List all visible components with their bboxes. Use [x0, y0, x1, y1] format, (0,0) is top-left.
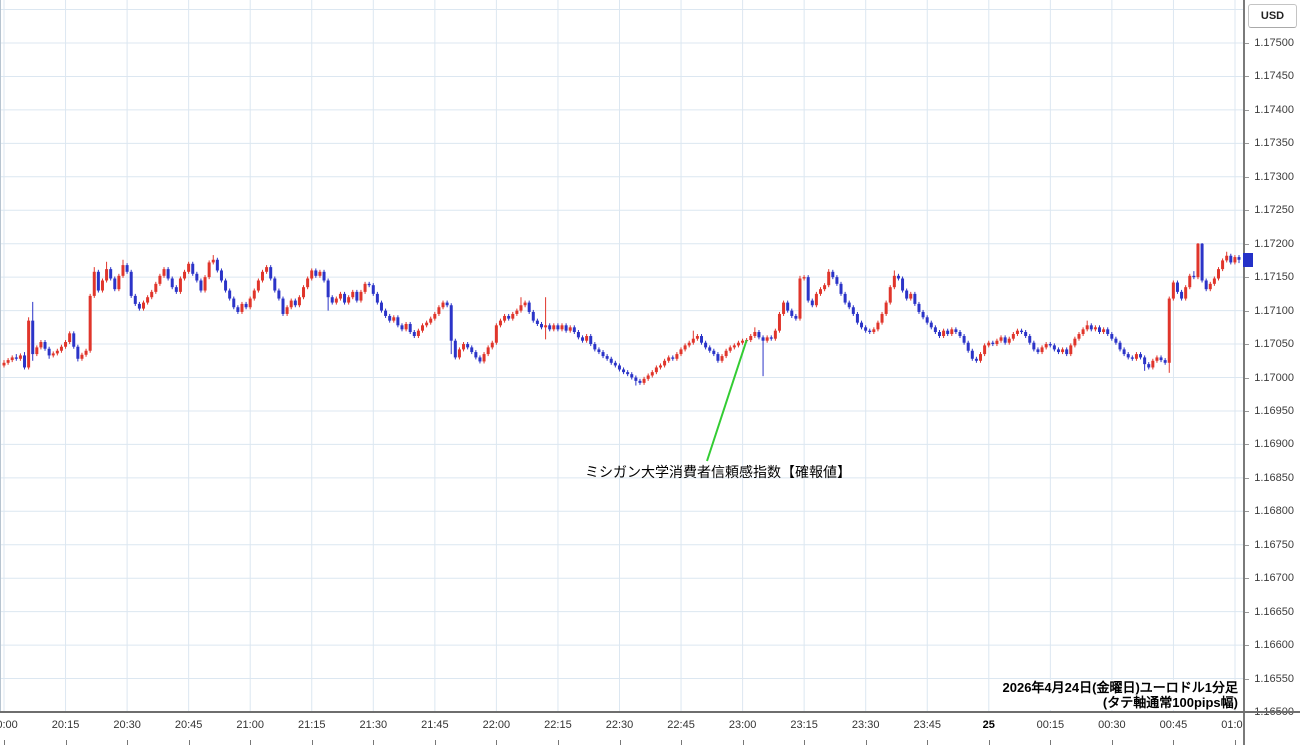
- time-axis-label: 23:15: [790, 719, 818, 731]
- time-axis-label: 21:00: [236, 719, 264, 731]
- current-price-marker: [1243, 252, 1253, 267]
- price-axis-tick: [1245, 444, 1249, 446]
- price-axis-tick: [1245, 310, 1249, 312]
- chart-footer: 2026年4月24日(金曜日)ユーロドル1分足 (タテ軸通常100pips幅): [1000, 680, 1240, 710]
- footer-axis-note: (タテ軸通常100pips幅): [1102, 695, 1238, 710]
- price-axis-label: 1.16850: [1254, 471, 1294, 484]
- price-axis-tick: [1245, 109, 1249, 111]
- time-axis-tick: [311, 740, 313, 745]
- price-axis-tick: [1245, 410, 1249, 412]
- chart-plot[interactable]: ミシガン大学消費者信頼感指数【確報値】 2026年4月24日(金曜日)ユーロドル…: [0, 0, 1243, 745]
- time-axis-label: 00:30: [1098, 719, 1126, 731]
- time-axis-label: 22:15: [544, 719, 572, 731]
- time-axis-tick: [1235, 740, 1236, 745]
- price-axis-label: 1.16750: [1254, 538, 1294, 551]
- price-axis-label: 1.17000: [1254, 371, 1294, 384]
- time-axis-label: 21:45: [421, 719, 449, 731]
- time-axis-tick: [1050, 740, 1052, 745]
- time-axis-label: 21:15: [297, 719, 326, 731]
- price-axis-label: 1.17500: [1254, 37, 1294, 49]
- time-axis-line: [0, 711, 1300, 713]
- time-axis-label: 23:45: [913, 719, 942, 731]
- time-axis-label: 20:15: [51, 719, 80, 731]
- time-axis-tick: [127, 740, 129, 745]
- news-annotation-label: ミシガン大学消費者信頼感指数【確報値】: [585, 464, 851, 480]
- price-axis-tick: [1245, 645, 1249, 647]
- time-axis-label: 20:30: [113, 719, 141, 731]
- time-axis-label: 23:00: [728, 719, 757, 731]
- time-axis-tick: [188, 740, 190, 745]
- price-axis-tick: [1245, 611, 1249, 613]
- price-axis-tick: [1245, 210, 1249, 212]
- price-axis-tick: [1245, 544, 1249, 546]
- price-axis-label: 1.16600: [1254, 639, 1294, 652]
- price-axis-tick: [1245, 511, 1249, 513]
- time-axis-label: 25: [982, 719, 995, 731]
- time-axis-tick: [988, 740, 990, 745]
- price-axis-label: 1.16950: [1254, 404, 1294, 417]
- time-axis-tick: [250, 740, 252, 745]
- time-axis-tick: [804, 740, 806, 745]
- time-axis-label: 23:30: [851, 719, 880, 731]
- time-axis-label: 00:15: [1036, 719, 1065, 731]
- price-axis-tick: [1245, 678, 1249, 680]
- price-axis-tick: [1245, 277, 1249, 279]
- time-axis-label: 20:45: [174, 719, 203, 731]
- time-axis-tick: [865, 740, 867, 745]
- time-axis-tick: [619, 740, 621, 745]
- price-axis-tick: [1245, 377, 1249, 379]
- time-axis-tick: [496, 740, 498, 745]
- price-axis-label: 1.16800: [1254, 505, 1294, 518]
- price-axis-label: 1.16550: [1254, 672, 1294, 685]
- time-axis-tick: [4, 740, 5, 745]
- price-axis-tick: [1245, 176, 1249, 178]
- price-axis-label: 1.16700: [1254, 572, 1294, 585]
- time-axis-label: 22:30: [605, 719, 634, 731]
- time-axis-label: 00:45: [1159, 719, 1188, 731]
- price-axis-label: 1.17250: [1254, 204, 1294, 217]
- price-axis-label: 1.17150: [1254, 271, 1294, 284]
- price-axis-tick: [1245, 243, 1249, 245]
- currency-selector-button[interactable]: USD: [1248, 4, 1297, 28]
- time-axis-label: 21:30: [359, 719, 388, 731]
- footer-date-instrument: 2026年4月24日(金曜日)ユーロドル1分足: [1002, 680, 1239, 695]
- price-axis-label: 1.17200: [1254, 237, 1294, 250]
- time-axis-tick: [373, 740, 375, 745]
- price-axis-panel: USD 1.17500 1.17450 1.17400 1.17350 1.17300 1…: [1243, 0, 1300, 745]
- time-axis-tick: [557, 740, 559, 745]
- price-axis-label: 1.17300: [1254, 170, 1294, 183]
- time-axis-label: 01:00: [1221, 719, 1243, 731]
- time-axis: 20:00 20:15 20:30 20:45 21:00 21:15 21:30 21:45…: [0, 712, 1243, 745]
- price-axis-label: 1.17400: [1254, 103, 1294, 116]
- candlestick-canvas: [0, 0, 1243, 712]
- price-axis-label: 1.16650: [1254, 605, 1294, 618]
- price-axis-tick: [1245, 43, 1249, 44]
- price-axis-tick: [1245, 143, 1249, 145]
- time-axis-tick: [927, 740, 929, 745]
- time-axis-label: 22:45: [667, 719, 695, 731]
- price-axis-label: 1.17100: [1254, 304, 1294, 317]
- time-axis-label: 22:00: [482, 719, 511, 731]
- price-axis-tick: [1245, 344, 1249, 346]
- time-axis-label: 20:00: [0, 719, 18, 731]
- currency-label: USD: [1260, 10, 1285, 22]
- time-axis-tick: [1111, 740, 1113, 745]
- time-axis-tick: [65, 740, 67, 745]
- price-axis-label: 1.17450: [1254, 70, 1294, 83]
- price-axis-label: 1.17050: [1254, 338, 1294, 351]
- price-axis-label: 1.16900: [1254, 438, 1294, 451]
- price-axis-tick: [1245, 477, 1249, 479]
- time-axis-tick: [681, 740, 683, 745]
- time-axis-tick: [742, 740, 744, 745]
- time-axis-tick: [434, 740, 436, 745]
- price-axis-tick: [1245, 76, 1249, 78]
- price-axis-tick: [1245, 578, 1249, 580]
- price-axis-label: 1.17350: [1254, 137, 1294, 150]
- time-axis-tick: [1173, 740, 1175, 745]
